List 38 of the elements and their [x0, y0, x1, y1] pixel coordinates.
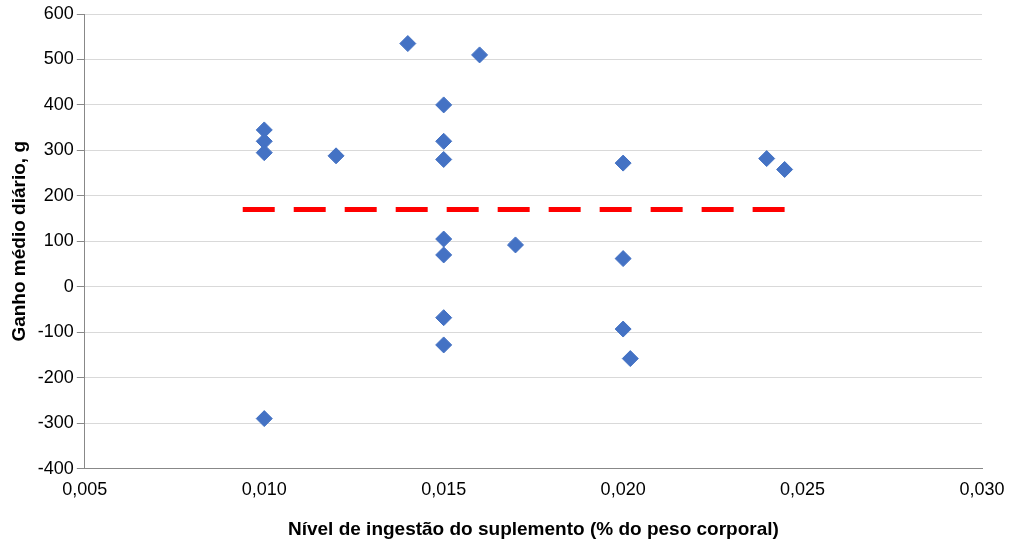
point [614, 154, 632, 172]
point [255, 410, 273, 428]
x-tick-label: 0,015 [421, 479, 467, 500]
point [435, 246, 453, 264]
point [255, 144, 273, 162]
x-tick-label: 0,025 [780, 479, 826, 500]
y-tick-label: -400 [37, 457, 74, 478]
y-tick-label: -300 [37, 412, 74, 433]
point [614, 320, 632, 338]
y-tick-label: -100 [37, 321, 74, 342]
y-tick-label: 100 [43, 230, 74, 251]
point [776, 160, 794, 178]
y-axis-title: Ganho médio diário, g [7, 141, 29, 342]
point [399, 35, 417, 53]
point [471, 46, 489, 64]
x-tick-label: 0,020 [600, 479, 646, 500]
point [435, 336, 453, 354]
point [758, 150, 776, 168]
point [614, 250, 632, 268]
y-tick-label: 400 [43, 93, 74, 114]
x-tick-label: 0,005 [62, 479, 108, 500]
point [506, 236, 524, 254]
y-tick-label: -200 [37, 366, 74, 387]
y-tick-label: 300 [43, 139, 74, 160]
point [435, 132, 453, 150]
y-tick-label: 0 [63, 275, 74, 296]
point [435, 150, 453, 168]
y-tick-label: 600 [43, 2, 74, 23]
point [435, 309, 453, 327]
x-tick-label: 0,030 [959, 479, 1005, 500]
point [621, 350, 639, 368]
y-tick-label: 500 [43, 48, 74, 69]
point [327, 147, 345, 165]
point [435, 230, 453, 248]
point [435, 96, 453, 114]
y-tick-label: 200 [43, 184, 74, 205]
x-tick-label: 0,010 [241, 479, 287, 500]
x-axis-title: Nível de ingestão do suplemento (% do peso corporal) [287, 517, 779, 539]
